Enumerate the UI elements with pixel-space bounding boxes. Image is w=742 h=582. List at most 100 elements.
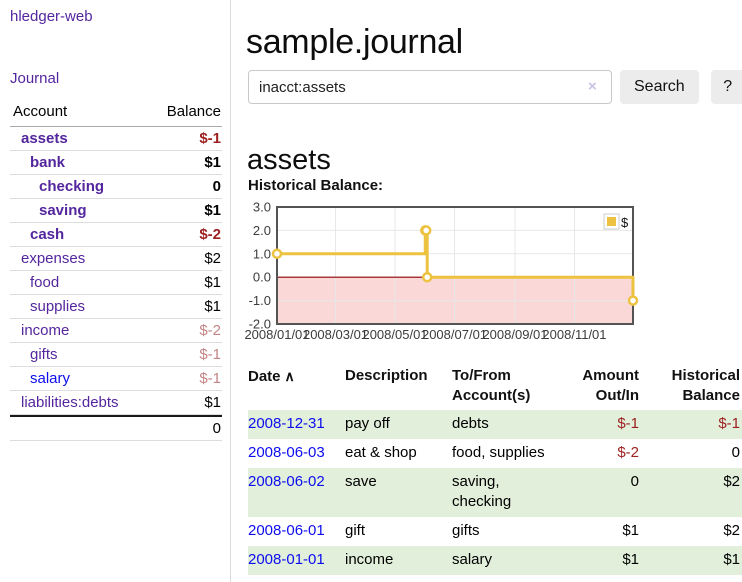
transaction-date-cell: 2008-06-01 (248, 517, 345, 546)
chart-legend-label: $ (621, 215, 629, 230)
account-balance: $-1 (199, 130, 221, 147)
transaction-accounts: gifts (452, 522, 480, 539)
account-row: bank $1 (10, 151, 222, 175)
data-point-marker (420, 225, 432, 236)
search-button[interactable]: Search (620, 70, 699, 104)
transaction-date-link[interactable]: 2008-01-01 (248, 551, 325, 568)
y-axis-tick-label: -1.0 (249, 293, 271, 308)
account-balance: $1 (204, 394, 221, 411)
sort-ascending-icon[interactable]: ∧ (284, 368, 295, 384)
accounts-header-account: Account (13, 103, 68, 120)
column-header-label: Out/In (595, 387, 639, 404)
accounts-total-value: 0 (212, 420, 221, 437)
account-link-cash[interactable]: cash (30, 226, 65, 243)
transaction-row: 2008-06-01 gift gifts $1 $2 (248, 517, 742, 546)
account-balance: $1 (204, 298, 221, 315)
y-axis-tick-label: 1.0 (253, 246, 271, 261)
column-header-label: Balance (682, 387, 740, 404)
data-point-marker (627, 295, 639, 306)
data-point-marker (271, 248, 283, 260)
transaction-balance: $2 (723, 522, 740, 539)
y-axis-tick-label: 2.0 (253, 223, 271, 238)
account-link-food[interactable]: food (30, 274, 60, 291)
transaction-accounts: saving, checking (452, 473, 512, 510)
account-row: income $-2 (10, 319, 222, 343)
transaction-description: income (345, 551, 394, 568)
transaction-description: pay off (345, 415, 390, 432)
account-row: cash $-2 (10, 223, 222, 247)
transaction-date-link[interactable]: 2008-12-31 (248, 415, 325, 432)
account-row: food $1 (10, 271, 222, 295)
column-header-label: Historical (671, 367, 740, 384)
transaction-row: 2008-06-02 save saving, checking 0 $2 (248, 468, 742, 517)
app-brand-link[interactable]: hledger-web (10, 8, 93, 25)
account-row: checking 0 (10, 175, 222, 199)
account-link-bank[interactable]: bank (30, 154, 66, 171)
transactions-column-header: Date ∧ (248, 364, 345, 410)
search-form: × Search ? (248, 70, 742, 104)
transactions-table-header: Date ∧ Description To/From Account(s) Amount O… (248, 364, 742, 410)
transaction-balance: 0 (731, 444, 740, 461)
account-heading: assets (247, 144, 331, 177)
account-link-income[interactable]: income (21, 322, 70, 339)
transaction-date-link[interactable]: 2008-06-03 (248, 444, 325, 461)
account-link-assets[interactable]: assets (21, 130, 68, 147)
account-row: saving $1 (10, 199, 222, 223)
x-axis-tick-label: 2008/03/01 (303, 327, 368, 342)
account-link-expenses[interactable]: expenses (21, 250, 86, 267)
data-point-marker (421, 271, 433, 283)
transaction-amount: $-2 (617, 444, 639, 461)
account-row: supplies $1 (10, 295, 222, 319)
accounts-table-header: Account Balance (10, 101, 222, 127)
y-axis-tick-label: 3.0 (253, 201, 271, 215)
account-link-saving[interactable]: saving (39, 202, 87, 219)
column-header-label: Date (248, 368, 281, 385)
account-link-gifts[interactable]: gifts (30, 346, 58, 363)
account-link-checking[interactable]: checking (39, 178, 105, 195)
transaction-date-cell: 2008-06-02 (248, 468, 345, 517)
transaction-description: gift (345, 522, 366, 539)
account-balance: $1 (204, 154, 221, 171)
transaction-row: 2008-12-31 pay off debts $-1 $-1 (248, 410, 742, 439)
transactions-column-header: Amount Out/In (570, 364, 641, 410)
transaction-row: 2008-06-03 eat & shop food, supplies $-2 0 (248, 439, 742, 468)
y-axis-tick-label: 0.0 (253, 270, 271, 285)
y-axis-tick-label: -2.0 (249, 317, 271, 332)
clear-search-icon[interactable]: × (588, 78, 597, 95)
account-link-supplies[interactable]: supplies (30, 298, 86, 315)
transaction-date-link[interactable]: 2008-06-01 (248, 522, 325, 539)
account-row: liabilities:debts $1 (10, 391, 222, 415)
transaction-date-cell: 2008-01-01 (248, 546, 345, 575)
transaction-accounts: salary (452, 551, 493, 568)
search-input[interactable] (248, 70, 612, 104)
account-balance: $-1 (199, 370, 221, 387)
x-axis-tick-label: 2008/01/01 (244, 327, 309, 342)
transaction-amount: $1 (622, 522, 639, 539)
account-link-liabilities-debts[interactable]: liabilities:debts (21, 394, 119, 411)
transactions-column-header: Description (345, 364, 452, 410)
transaction-accounts: debts (452, 415, 489, 432)
historical-balance-chart: $3.0 2.0 1.0 0.0 -1.0 -2.0 2008/01/01 2008/03/0… (242, 200, 742, 346)
x-axis-tick-label: 2008/09/01 (482, 327, 547, 342)
page-title: sample.journal (246, 22, 463, 61)
accounts-rows: assets $-1 bank $1 checking 0 saving $1 cash $-2 e… (10, 127, 222, 415)
account-balance: $-2 (199, 226, 221, 243)
account-row: expenses $2 (10, 247, 222, 271)
transactions-table: Date ∧ Description To/From Account(s) Amount O… (248, 364, 742, 575)
plot-border (276, 206, 634, 325)
transaction-date-link[interactable]: 2008-06-02 (248, 473, 325, 490)
transaction-row: 2008-01-01 income salary $1 $1 (248, 546, 742, 575)
x-axis-tick-label: 2008/07/01 (422, 327, 487, 342)
account-link-salary[interactable]: salary (30, 370, 71, 387)
help-button[interactable]: ? (710, 70, 742, 104)
transaction-date-cell: 2008-12-31 (248, 410, 345, 439)
transaction-balance: $1 (723, 551, 740, 568)
chart-title: Historical Balance: (248, 177, 384, 194)
account-row: gifts $-1 (10, 343, 222, 367)
x-axis-tick-label: 2008/05/01 (362, 327, 427, 342)
transaction-description: save (345, 473, 377, 490)
accounts-total-row: 0 (10, 415, 222, 441)
transactions-column-header: To/From Account(s) (452, 364, 570, 410)
legend-swatch (607, 217, 616, 226)
sidebar-item-journal[interactable]: Journal (10, 70, 60, 87)
